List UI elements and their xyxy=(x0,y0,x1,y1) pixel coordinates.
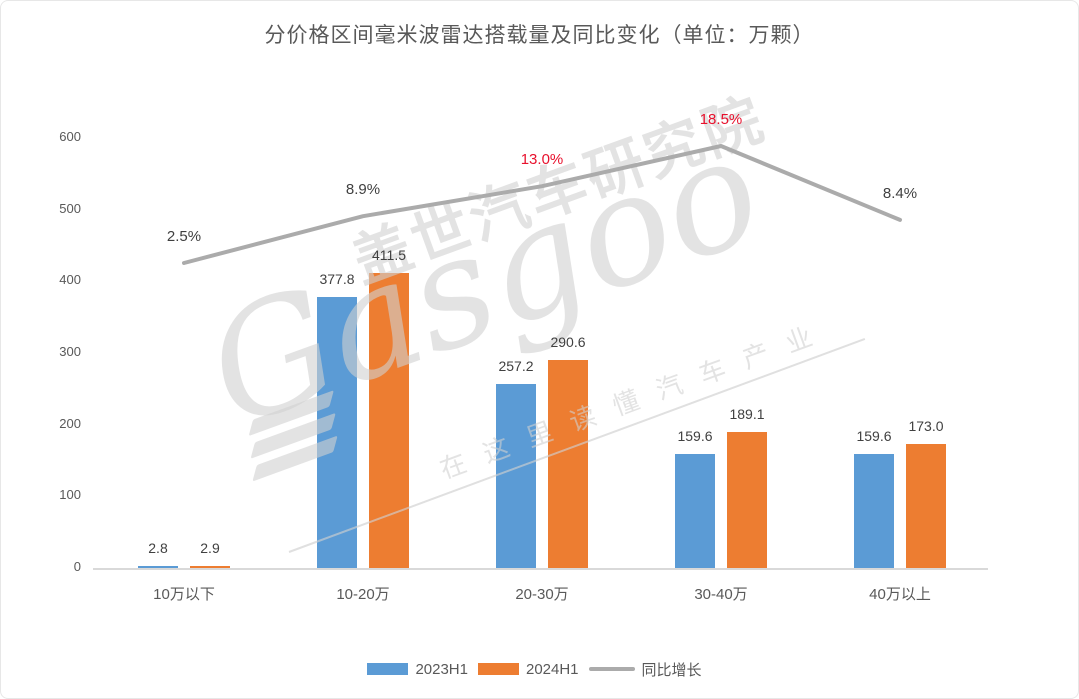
bar-value-label: 2.9 xyxy=(200,539,220,556)
bar-value-label: 173.0 xyxy=(908,418,944,435)
bar-value-label: 257.2 xyxy=(498,357,534,374)
growth-pct-label: 2.5% xyxy=(166,228,202,246)
bar-2023H1-20-30万 xyxy=(496,383,536,568)
bar-value-label: 411.5 xyxy=(372,247,406,264)
bar-value-label: 159.6 xyxy=(677,427,713,444)
legend-swatch-growth-line xyxy=(588,667,635,671)
legend: 2023H1 2024H1 同比增长 xyxy=(1,656,1078,682)
bar-2023H1-30-40万 xyxy=(675,453,715,568)
legend-label-growth: 同比增长 xyxy=(641,661,702,679)
bar-value-label: 290.6 xyxy=(550,333,586,350)
bar-2023H1-40万以上 xyxy=(854,453,894,568)
bar-value-label: 377.8 xyxy=(319,271,355,288)
y-axis-tick-label: 100 xyxy=(59,487,81,503)
bar-2024H1-10-20万 xyxy=(369,273,409,568)
y-axis-tick-label: 200 xyxy=(59,415,81,431)
legend-swatch-2023h1 xyxy=(367,663,409,675)
bar-2024H1-40万以上 xyxy=(906,444,946,568)
x-axis-line xyxy=(93,568,988,570)
bar-2024H1-30-40万 xyxy=(727,432,767,568)
x-axis-category-label: 10-20万 xyxy=(336,586,390,603)
y-axis-tick-label: 600 xyxy=(59,129,81,144)
chart-title: 分价格区间毫米波雷达搭载量及同比变化（单位：万颗） xyxy=(264,24,815,47)
bar-value-label: 189.1 xyxy=(729,406,765,423)
growth-pct-label: 8.4% xyxy=(882,184,918,202)
legend-label-2024h1: 2024H1 xyxy=(525,660,579,678)
watermark-slogan: 在这里读懂汽车产业 xyxy=(435,314,836,485)
y-axis-tick-label: 0 xyxy=(73,559,81,574)
bar-2023H1-10万以下 xyxy=(138,565,178,568)
growth-pct-label: 18.5% xyxy=(699,111,743,129)
bar-2024H1-10万以下 xyxy=(190,565,230,568)
x-axis-category-label: 10万以下 xyxy=(153,586,215,603)
legend-label-2023h1: 2023H1 xyxy=(415,660,468,678)
bar-2024H1-20-30万 xyxy=(548,359,588,568)
bar-2023H1-10-20万 xyxy=(317,297,357,568)
growth-pct-label: 8.9% xyxy=(345,181,381,199)
y-axis-tick-label: 400 xyxy=(59,272,81,288)
x-axis-category-label: 30-40万 xyxy=(694,586,748,603)
y-axis-tick-label: 300 xyxy=(59,344,81,359)
watermark-brand-en: Gasgoo xyxy=(185,100,783,462)
growth-pct-label: 13.0% xyxy=(520,151,564,169)
bar-value-label: 2.8 xyxy=(148,539,168,556)
x-axis-category-label: 20-30万 xyxy=(515,586,569,603)
y-axis-tick-label: 500 xyxy=(59,200,81,216)
bar-value-label: 159.6 xyxy=(856,427,892,444)
x-axis-category-label: 40万以上 xyxy=(869,586,931,603)
legend-swatch-2024h1 xyxy=(477,663,519,675)
